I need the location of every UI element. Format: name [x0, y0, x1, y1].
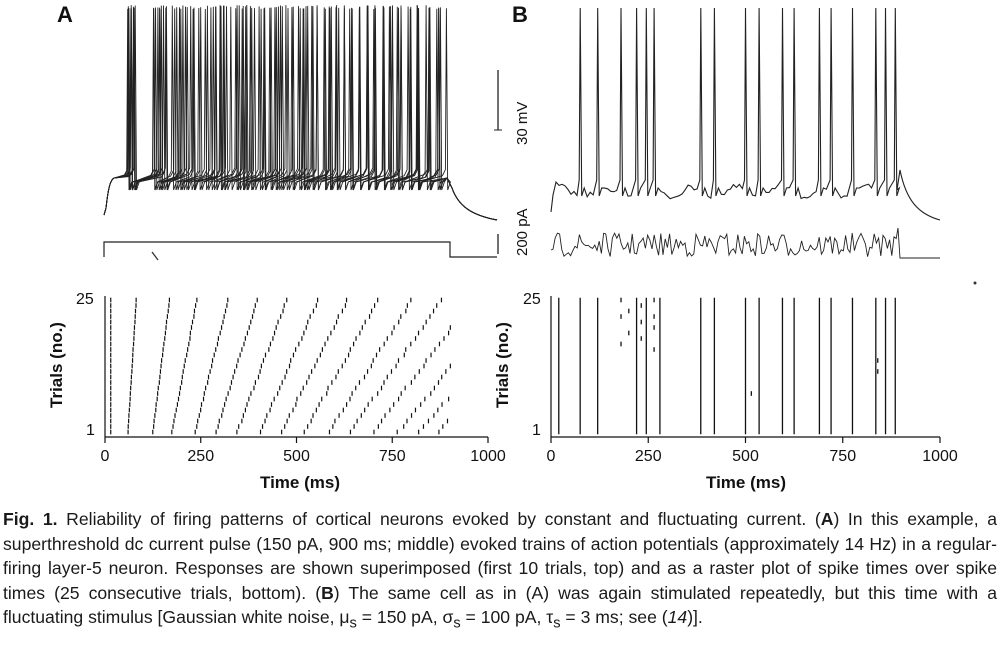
panel-b-ytick-25: 25: [523, 291, 541, 308]
panel-b-raster-marks: [558, 297, 896, 435]
panel-b-ytick-1: 1: [532, 422, 541, 439]
panel-b-ylabel: Trials (no.): [493, 322, 512, 408]
panel-a-voltage-trace: [103, 5, 498, 221]
panel-a-x-ticks: 0 250 500 750 1000: [101, 437, 506, 465]
caption-tau-sub: s: [553, 615, 561, 632]
figure-caption: Fig. 1. Reliability of firing patterns o…: [3, 507, 997, 636]
panel-b-x-ticks: 0 250 500 750 1000: [547, 437, 958, 465]
panel-b-xtick-label: 750: [829, 448, 856, 465]
panel-a-voltage-trace: [103, 5, 498, 221]
panel-a-xlabel: Time (ms): [260, 473, 340, 492]
panel-b-letter: B: [512, 2, 528, 27]
panel-a-xtick-label: 250: [187, 448, 214, 465]
caption-sigma-val: = 100 pA,: [460, 607, 547, 628]
panel-b-xlabel: Time (ms): [706, 473, 786, 492]
panel-b-stray-dot: [973, 281, 977, 285]
caption-text-1: Reliability of firing patterns of cortic…: [57, 509, 821, 529]
panel-b-xtick-label: 1000: [922, 448, 958, 465]
caption-mu-val: = 150 pA,: [356, 607, 443, 628]
panel-a-xtick-label: 500: [283, 448, 310, 465]
caption-label: Fig. 1.: [3, 509, 58, 529]
voltage-scale-label: 30 mV: [514, 102, 531, 145]
caption-text-3: ) The same cell as in (A) was again stim…: [3, 582, 997, 628]
panel-a-ytick-1: 1: [86, 422, 95, 439]
panel-a-raster: 0 250 500 750 1000 25 1 Trials (no.) Time (m…: [47, 291, 506, 492]
panel-a-letter: A: [57, 2, 73, 27]
panel-b-raster: 0 250 500 750 1000 25 1 Trials (no.) Time (m…: [493, 291, 958, 492]
panel-b-xtick-label: 500: [732, 448, 759, 465]
panel-a-ytick-25: 25: [76, 291, 94, 308]
panel-b-xtick-label: 0: [547, 448, 556, 465]
voltage-scale-bar: 30 mV: [494, 70, 531, 145]
caption-ref-a: A: [820, 509, 834, 529]
panel-a-xtick-label: 0: [101, 448, 110, 465]
panel-a-stray-mark: [151, 251, 159, 261]
caption-mu-sub: s: [349, 615, 357, 632]
figure: A B 30 mV 200 pA 0 250 500 750 1000 25 1 Tri…: [47, 2, 977, 492]
caption-ref-b: B: [321, 582, 334, 603]
panel-b-voltage-trace: [550, 7, 941, 221]
caption-text-2: ) In this example, a superthreshold dc c…: [3, 509, 997, 603]
panel-a-xtick-label: 1000: [470, 448, 506, 465]
current-scale-bar: 200 pA: [497, 208, 531, 256]
panel-a-xtick-label: 750: [379, 448, 406, 465]
caption-end: )].: [687, 607, 703, 628]
panel-b-noise-current: [550, 227, 940, 259]
panel-a-raster-marks: [110, 297, 451, 435]
caption-tau-val: = 3 ms; see (: [560, 607, 668, 628]
caption-sigma-sub: s: [453, 615, 461, 632]
caption-citation: 14: [667, 607, 688, 628]
caption-sigma: σ: [442, 607, 454, 628]
panel-b-xtick-label: 250: [635, 448, 662, 465]
caption-mu: μ: [339, 607, 350, 628]
current-scale-label: 200 pA: [514, 208, 531, 256]
panel-a-ylabel: Trials (no.): [47, 322, 66, 408]
panel-a-current-step: [103, 241, 497, 258]
panel-a-voltage-traces: [103, 5, 498, 221]
caption-tau: τ: [546, 607, 554, 628]
